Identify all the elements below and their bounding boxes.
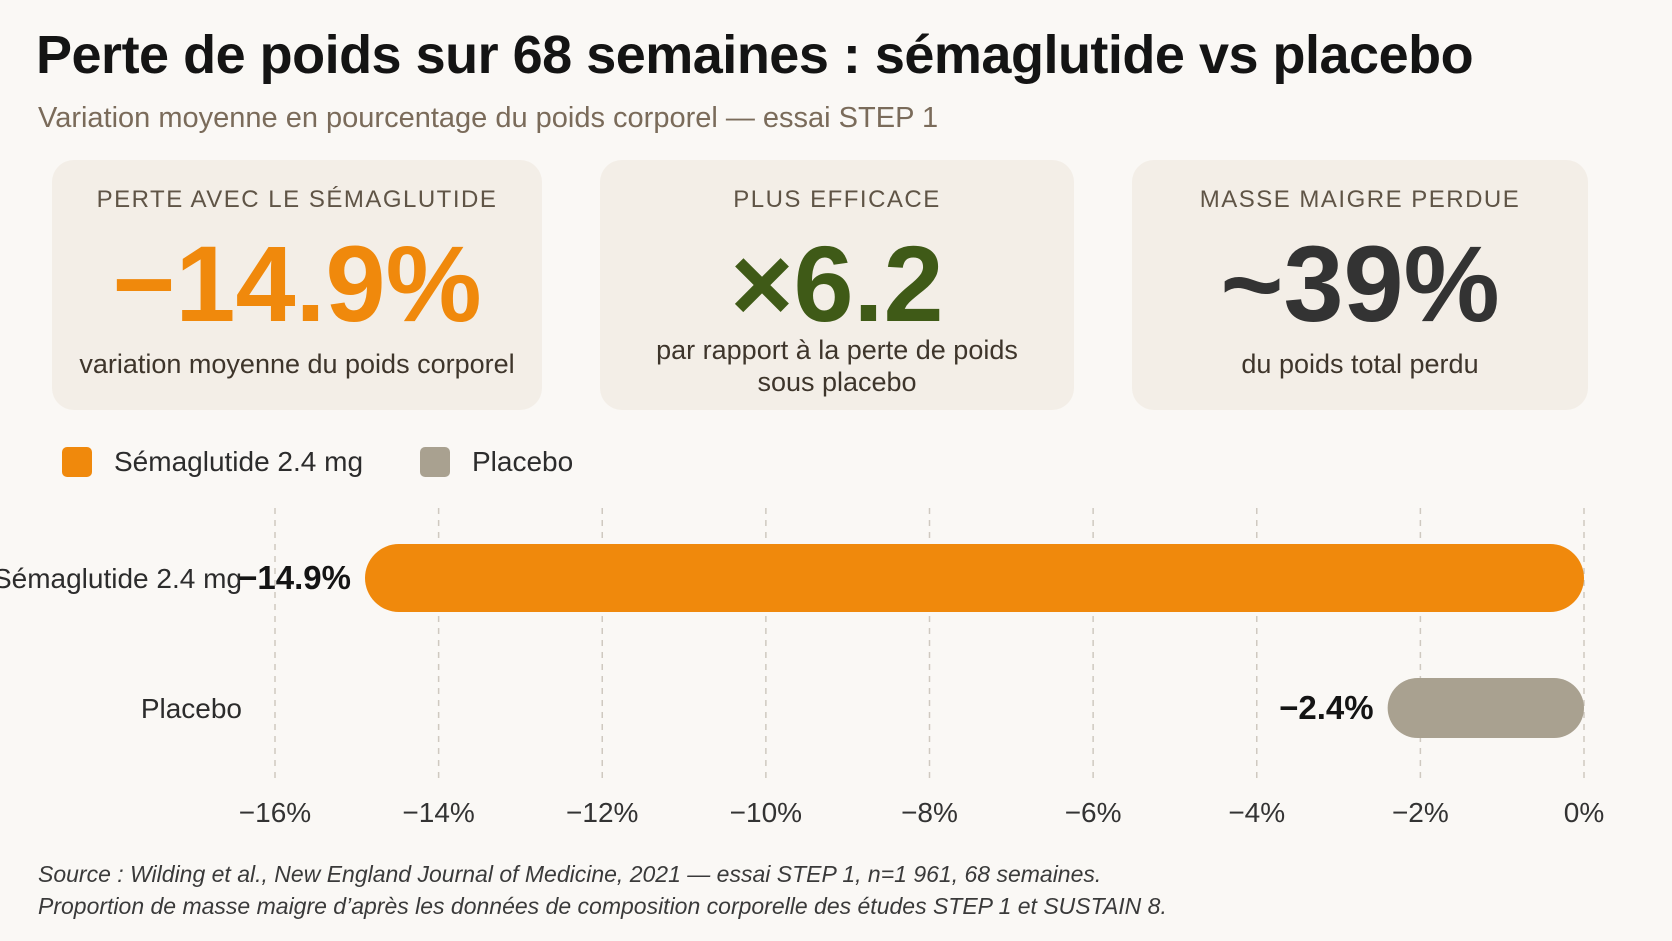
bar	[364, 544, 1584, 612]
card-caption: du poids total perdu	[1241, 349, 1479, 379]
category-label: Placebo	[141, 693, 242, 724]
x-tick-label: −16%	[239, 797, 311, 828]
x-tick-label: 0%	[1564, 797, 1604, 828]
legend-label: Sémaglutide 2.4 mg	[114, 446, 364, 477]
card-label: PLUS EFFICACE	[733, 186, 941, 213]
legend-item-semaglutide: Sémaglutide 2.4 mg	[62, 446, 363, 478]
card-caption-line-2: sous placebo	[757, 367, 917, 397]
legend-label: Placebo	[472, 446, 574, 477]
card-caption-line-1: par rapport à la perte de poids	[656, 335, 1018, 365]
data-label: −14.9%	[238, 559, 351, 596]
stat-card-efficacy: PLUS EFFICACE ×6.2 par rapport à la pert…	[600, 160, 1074, 410]
stat-card-lean-mass: MASSE MAIGRE PERDUE ~39% du poids total …	[1132, 160, 1588, 410]
x-tick-label: −4%	[1228, 797, 1285, 828]
card-caption: variation moyenne du poids corporel	[79, 349, 515, 379]
legend-item-placebo: Placebo	[420, 446, 573, 478]
category-label: Sémaglutide 2.4 mg	[0, 563, 242, 594]
card-value: ~39%	[1220, 223, 1500, 344]
chart-subtitle: Variation moyenne en pourcentage du poid…	[38, 102, 939, 134]
chart-title: Perte de poids sur 68 semaines : sémaglu…	[36, 25, 1474, 85]
stat-card-semaglutide-loss: PERTE AVEC LE SÉMAGLUTIDE −14.9% variati…	[52, 160, 542, 410]
bar-chart: −16% −14% −12% −10% −8% −6% −4% −2% 0% Sémaglutid…	[0, 508, 1604, 828]
card-value: −14.9%	[112, 223, 482, 344]
legend-swatch	[420, 447, 450, 477]
x-tick-label: −14%	[402, 797, 474, 828]
card-label: PERTE AVEC LE SÉMAGLUTIDE	[96, 186, 498, 213]
data-label: −2.4%	[1279, 689, 1374, 726]
legend-swatch	[62, 447, 92, 477]
card-value: ×6.2	[730, 223, 944, 344]
x-tick-label: −8%	[901, 797, 958, 828]
source-line-1: Source : Wilding et al., New England Jou…	[38, 861, 1102, 887]
source-note: Source : Wilding et al., New England Jou…	[38, 858, 1167, 922]
bar	[1387, 678, 1584, 738]
x-tick-label: −10%	[730, 797, 802, 828]
card-label: MASSE MAIGRE PERDUE	[1199, 186, 1521, 213]
x-tick-label: −2%	[1392, 797, 1449, 828]
x-tick-label: −6%	[1065, 797, 1122, 828]
x-tick-label: −12%	[566, 797, 638, 828]
source-line-2: Proportion de masse maigre d’après les d…	[38, 893, 1167, 919]
